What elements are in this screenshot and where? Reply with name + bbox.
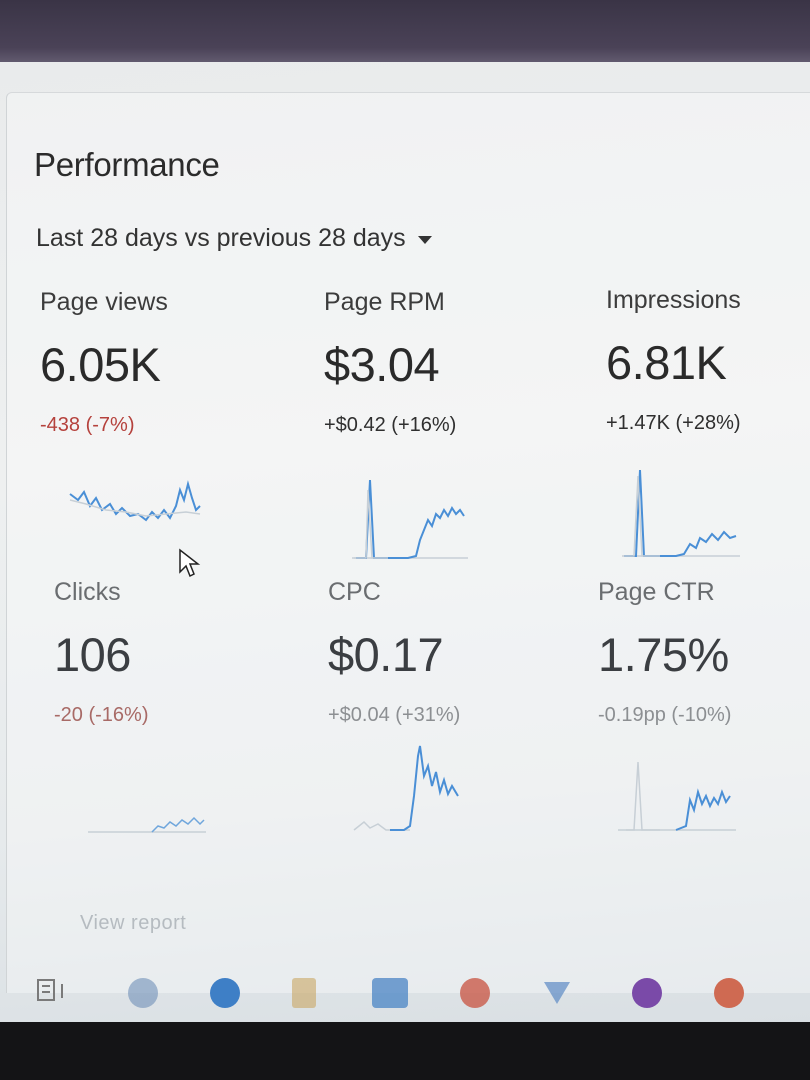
dropdown-caret-icon[interactable] bbox=[417, 235, 432, 244]
page-views-sparkline bbox=[69, 480, 201, 522]
performance-card bbox=[6, 92, 810, 993]
metric-delta: -438 (-7%) bbox=[40, 414, 135, 436]
date-range-selector[interactable]: Last 28 days vs previous 28 days bbox=[36, 224, 432, 253]
clicks-sparkline bbox=[88, 816, 206, 833]
metric-clicks[interactable]: Clicks 106 -20 (-16%) bbox=[54, 578, 314, 727]
metric-value: $3.04 bbox=[324, 338, 440, 391]
screen bbox=[0, 62, 810, 1024]
file-icon[interactable] bbox=[292, 978, 316, 1008]
metric-label: Page views bbox=[40, 288, 168, 316]
monitor-bezel-top bbox=[0, 0, 810, 68]
metric-value: 6.81K bbox=[606, 336, 727, 389]
chrome-icon[interactable] bbox=[460, 978, 490, 1008]
metric-label: CPC bbox=[328, 578, 381, 606]
metric-value: 6.05K bbox=[40, 338, 161, 391]
metric-label: Page CTR bbox=[598, 578, 715, 606]
metric-label: Impressions bbox=[606, 286, 741, 314]
app-icon[interactable] bbox=[372, 978, 408, 1008]
edge-icon[interactable] bbox=[210, 978, 240, 1008]
app-icon[interactable] bbox=[542, 980, 572, 1006]
task-view-icon[interactable] bbox=[36, 976, 72, 1006]
cpc-sparkline bbox=[353, 745, 459, 831]
card-title: Performance bbox=[34, 146, 220, 183]
chrome-icon[interactable] bbox=[714, 978, 744, 1008]
metric-page-rpm[interactable]: Page RPM $3.04 +$0.42 (+16%) bbox=[324, 288, 584, 437]
metric-page-ctr[interactable]: Page CTR 1.75% -0.19pp (-10%) bbox=[598, 578, 810, 727]
date-range-label[interactable]: Last 28 days vs previous 28 days bbox=[36, 224, 406, 252]
app-icon[interactable] bbox=[128, 978, 158, 1008]
impressions-sparkline bbox=[622, 469, 740, 557]
metric-label: Clicks bbox=[54, 578, 121, 606]
metric-value: 106 bbox=[54, 628, 131, 681]
metric-label: Page RPM bbox=[324, 288, 445, 316]
monitor-bezel-bottom bbox=[0, 1022, 810, 1080]
metric-value: $0.17 bbox=[328, 628, 444, 681]
metric-delta: +$0.04 (+31%) bbox=[328, 704, 461, 726]
metric-page-views[interactable]: Page views 6.05K -438 (-7%) bbox=[40, 288, 300, 437]
metric-cpc[interactable]: CPC $0.17 +$0.04 (+31%) bbox=[328, 578, 588, 727]
metric-delta: +$0.42 (+16%) bbox=[324, 414, 457, 436]
view-report-link[interactable]: View report bbox=[80, 912, 187, 934]
metric-value: 1.75% bbox=[598, 628, 729, 681]
metric-delta: -20 (-16%) bbox=[54, 704, 149, 726]
page-rpm-sparkline bbox=[352, 479, 468, 559]
metric-delta: -0.19pp (-10%) bbox=[598, 704, 732, 726]
metric-impressions[interactable]: Impressions 6.81K +1.47K (+28%) bbox=[606, 286, 810, 435]
mouse-cursor-icon bbox=[179, 548, 201, 578]
metric-delta: +1.47K (+28%) bbox=[606, 412, 741, 434]
app-icon[interactable] bbox=[632, 978, 662, 1008]
page-ctr-sparkline bbox=[618, 761, 736, 831]
